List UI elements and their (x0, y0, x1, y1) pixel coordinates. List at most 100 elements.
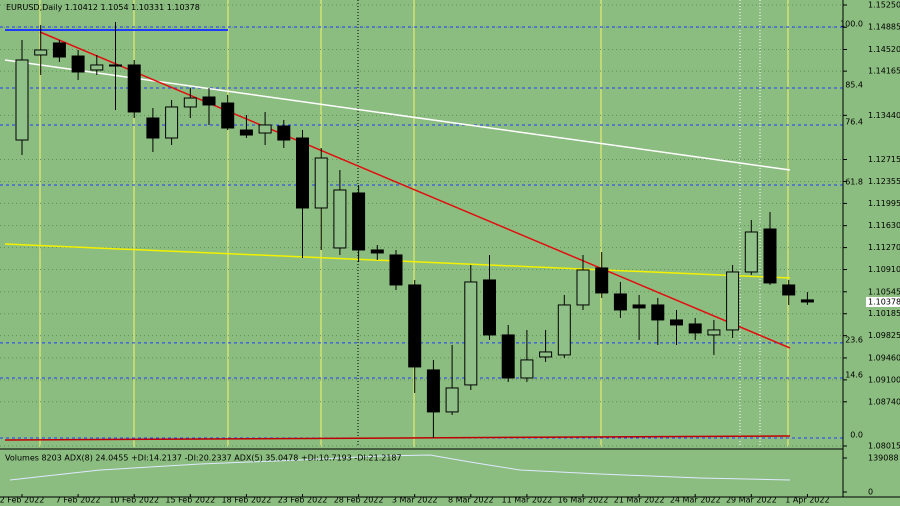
candle-body (651, 304, 665, 321)
candle-body (221, 102, 235, 129)
symbol: EURUSD,Daily (6, 3, 63, 12)
header-low: 1.10331 (131, 3, 164, 12)
candle-body (557, 304, 571, 356)
candle-body (464, 281, 478, 386)
x-tick-label: 15 Feb 2022 (165, 496, 215, 505)
fib-label: 76.4 (845, 117, 863, 126)
candle-body (632, 304, 646, 309)
candle-body (277, 125, 291, 141)
y-tick-label: 1.12355 (868, 177, 900, 186)
fib-label: 23.6 (845, 335, 863, 344)
x-tick-label: 16 Mar 2022 (558, 496, 609, 505)
candles (15, 22, 814, 438)
x-tick-label: 21 Mar 2022 (614, 496, 665, 505)
header-close: 1.10378 (167, 3, 200, 12)
fib-label: 0.0 (850, 430, 863, 439)
fib-label: 100.0 (840, 20, 863, 29)
y-tick-label: 1.11995 (868, 199, 900, 208)
header-open: 1.10412 (65, 3, 98, 12)
candle-body (445, 387, 459, 413)
y-tick-label: 1.10545 (868, 287, 900, 296)
candle-body (520, 359, 534, 379)
x-tick-label: 1 Apr 2022 (785, 496, 829, 505)
y-tick-label: 1.14520 (868, 45, 900, 54)
y-tick-label: 1.14165 (868, 67, 900, 76)
candle-body (389, 254, 403, 286)
candle-body (127, 64, 141, 113)
candle-body (183, 97, 197, 108)
x-tick-label: 10 Feb 2022 (109, 496, 159, 505)
candle-body (146, 117, 160, 139)
candle-body (258, 124, 272, 134)
candle-body (165, 106, 179, 139)
candle-body (688, 323, 702, 334)
x-tick-label: 3 Mar 2022 (392, 496, 438, 505)
candle-body (726, 271, 740, 331)
candle-body (707, 329, 721, 336)
y-tick-label: 1.09460 (868, 353, 900, 362)
candle-body (239, 129, 253, 136)
candle-body (670, 319, 683, 326)
candle-body (595, 267, 609, 294)
y-tick-label: 1.11630 (868, 221, 900, 230)
candle-body (314, 157, 328, 209)
candle-body (90, 64, 104, 71)
candle-body (52, 42, 66, 58)
candle-body (15, 59, 29, 141)
candle-body (501, 334, 515, 379)
fib-label: 14.6 (845, 370, 863, 379)
price-label-box (866, 296, 900, 307)
candle-body (202, 96, 216, 106)
y-tick-label: 1.11270 (868, 243, 900, 252)
y-tick-label: 1.14885 (868, 23, 900, 32)
x-tick-label: 24 Mar 2022 (670, 496, 721, 505)
candle-body (296, 137, 309, 209)
x-tick-label: 2 Feb 2022 (0, 496, 44, 505)
price-label: 1.10378 (868, 297, 900, 306)
candle-body (71, 55, 85, 73)
trendline-red (39, 31, 791, 349)
y-tick-label: 1.08740 (868, 397, 900, 406)
y-tick-label: 1.15250 (868, 1, 900, 10)
adx-line (9, 454, 791, 481)
y-tick-label: 1.08015 (868, 442, 900, 451)
volume-tick-label: 0 (868, 488, 873, 497)
ma-red (4, 435, 791, 441)
candle-body (426, 369, 440, 413)
x-tick-label: 28 Feb 2022 (334, 496, 384, 505)
candle-body (352, 192, 366, 251)
candle-body (483, 279, 496, 336)
candle-body (34, 49, 48, 56)
candle-body (576, 269, 590, 306)
fib-label: 85.4 (845, 81, 863, 90)
volume-title: Volumes 8203 ADX(8) 24.0455 +DI:14.2137 … (5, 454, 402, 463)
candle-body (800, 299, 814, 303)
candle-body (333, 189, 347, 249)
candle-body (782, 284, 796, 296)
candle-body (763, 228, 777, 284)
candle-body (109, 64, 122, 67)
candle-body (370, 249, 384, 254)
fib-label: 61.8 (845, 177, 863, 186)
x-tick-label: 29 Mar 2022 (726, 496, 777, 505)
grid (0, 4, 843, 447)
candle-body (613, 293, 627, 311)
candle-body (408, 284, 422, 368)
y-tick-label: 1.12715 (868, 155, 900, 164)
x-tick-label: 23 Feb 2022 (278, 496, 328, 505)
x-tick-label: 11 Mar 2022 (502, 496, 553, 505)
x-tick-label: 18 Feb 2022 (222, 496, 272, 505)
candle-body (539, 351, 553, 358)
x-tick-label: 8 Mar 2022 (448, 496, 494, 505)
y-tick-label: 1.10185 (868, 309, 900, 318)
y-tick-label: 1.09100 (868, 375, 900, 384)
y-tick-label: 1.13440 (868, 111, 900, 120)
chart-title: EURUSD,Daily 1.10412 1.1054 1.10331 1.10… (6, 3, 200, 12)
x-tick-label: 7 Feb 2022 (56, 496, 101, 505)
y-tick-label: 1.10910 (868, 265, 900, 274)
volume-tick-label: 139088 (868, 454, 899, 463)
candle-body (744, 231, 758, 273)
y-tick-label: 1.09825 (868, 331, 900, 340)
